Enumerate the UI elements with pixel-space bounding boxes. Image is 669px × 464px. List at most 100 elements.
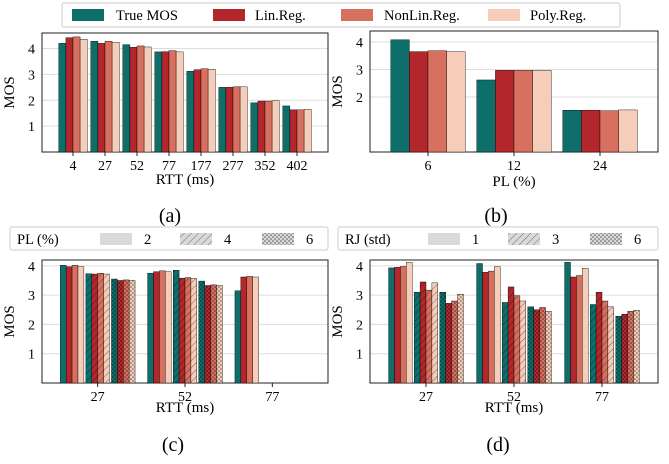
bar xyxy=(129,47,138,153)
legend-d: RJ (std) 1 3 6 xyxy=(337,226,659,251)
legend-label-1: Lin.Reg. xyxy=(255,8,306,24)
bar xyxy=(282,105,291,153)
bar xyxy=(65,37,74,153)
bar xyxy=(246,276,253,384)
y-tick-label: 4 xyxy=(356,260,363,275)
bar-texture xyxy=(85,273,92,383)
bar-texture xyxy=(527,306,534,383)
y-axis-label: MOS xyxy=(2,76,18,109)
bar-texture xyxy=(117,280,124,383)
bar xyxy=(159,270,166,384)
bar xyxy=(488,270,495,384)
bar-texture xyxy=(633,310,640,383)
x-tick-label: 77 xyxy=(162,159,176,174)
legend-label: 1 xyxy=(472,232,479,248)
bar xyxy=(234,290,242,384)
legend-label-0: True MOS xyxy=(116,8,178,24)
bar xyxy=(394,267,401,384)
panel-label: (a) xyxy=(159,205,181,227)
bar xyxy=(154,51,163,153)
bar xyxy=(296,109,305,153)
bar xyxy=(79,39,88,153)
bar-texture xyxy=(602,301,608,383)
bar xyxy=(581,109,601,153)
y-tick-label: 4 xyxy=(28,260,35,275)
chart-a: 1 2 3 4 MOS RTT (ms) (a) 4 27 52 77 177 277 352 402 xyxy=(2,32,329,227)
plot-frame xyxy=(41,32,329,153)
bar-texture xyxy=(533,309,540,383)
bar xyxy=(618,109,638,153)
legend-swatch xyxy=(100,233,132,245)
bar xyxy=(303,109,312,153)
legend-frame xyxy=(9,226,329,251)
legend-label: 3 xyxy=(552,232,559,248)
x-tick-label: 12 xyxy=(507,159,521,174)
legend-label: 2 xyxy=(144,232,151,248)
y-axis-label: MOS xyxy=(330,305,346,338)
x-axis-label: RTT (ms) xyxy=(156,172,214,188)
y-tick-label: 3 xyxy=(356,64,363,79)
bar xyxy=(476,263,483,384)
bar-texture xyxy=(615,316,622,383)
bar xyxy=(218,87,227,153)
legend-c: PL (%) 2 4 6 xyxy=(9,226,329,251)
bar xyxy=(482,272,489,384)
bar xyxy=(576,275,583,384)
bar-texture xyxy=(414,292,421,383)
bar xyxy=(582,268,589,384)
bar xyxy=(476,79,496,153)
bar xyxy=(388,267,395,384)
legend-label: 6 xyxy=(306,232,313,248)
bar-texture xyxy=(198,281,205,383)
legend-label-3: Poly.Reg. xyxy=(530,8,586,24)
bar xyxy=(193,69,202,153)
legend-swatch-3 xyxy=(488,9,520,21)
legend-title: RJ (std) xyxy=(345,232,391,248)
bar xyxy=(570,276,577,384)
legend-top: True MOS Lin.Reg. NonLin.Reg. Poly.Reg. xyxy=(61,2,621,28)
bar-texture xyxy=(91,274,98,383)
bar-texture xyxy=(596,292,602,383)
bar xyxy=(147,272,154,384)
bar-texture xyxy=(439,292,446,383)
bar xyxy=(495,70,515,153)
legend-swatch-1 xyxy=(213,9,245,21)
bar-texture xyxy=(445,303,452,383)
bar-texture xyxy=(179,278,185,383)
bar xyxy=(250,102,259,153)
bar-texture xyxy=(204,285,211,383)
bar xyxy=(252,276,259,384)
bar xyxy=(111,42,120,153)
y-tick-label: 2 xyxy=(356,91,363,106)
x-tick-label: 402 xyxy=(287,159,308,174)
bar xyxy=(427,50,447,153)
bar xyxy=(207,69,216,153)
bar-texture xyxy=(621,314,628,383)
bar-texture xyxy=(111,279,118,383)
bar xyxy=(494,266,501,384)
y-tick-label: 4 xyxy=(28,43,35,58)
y-axis-label: MOS xyxy=(330,75,346,108)
bar xyxy=(271,100,280,153)
bar-texture xyxy=(431,282,438,383)
bar xyxy=(60,265,67,384)
bar xyxy=(165,271,172,384)
y-tick-label: 2 xyxy=(28,94,35,109)
bar-texture xyxy=(426,290,432,383)
y-axis-label: MOS xyxy=(2,305,18,338)
y-tick-label: 4 xyxy=(356,36,363,51)
y-tick-label: 2 xyxy=(356,318,363,333)
x-tick-label: 52 xyxy=(507,390,521,405)
bar xyxy=(562,109,582,153)
bar-texture xyxy=(103,274,110,383)
bar-texture xyxy=(508,286,514,383)
x-tick-label: 27 xyxy=(419,390,433,405)
bar xyxy=(161,51,170,153)
bar xyxy=(513,70,533,153)
bar xyxy=(599,110,619,153)
bar xyxy=(71,265,79,384)
x-tick-label: 277 xyxy=(223,159,244,174)
bar-texture xyxy=(123,279,130,383)
x-tick-label: 24 xyxy=(593,159,607,174)
bar-texture xyxy=(97,273,104,383)
